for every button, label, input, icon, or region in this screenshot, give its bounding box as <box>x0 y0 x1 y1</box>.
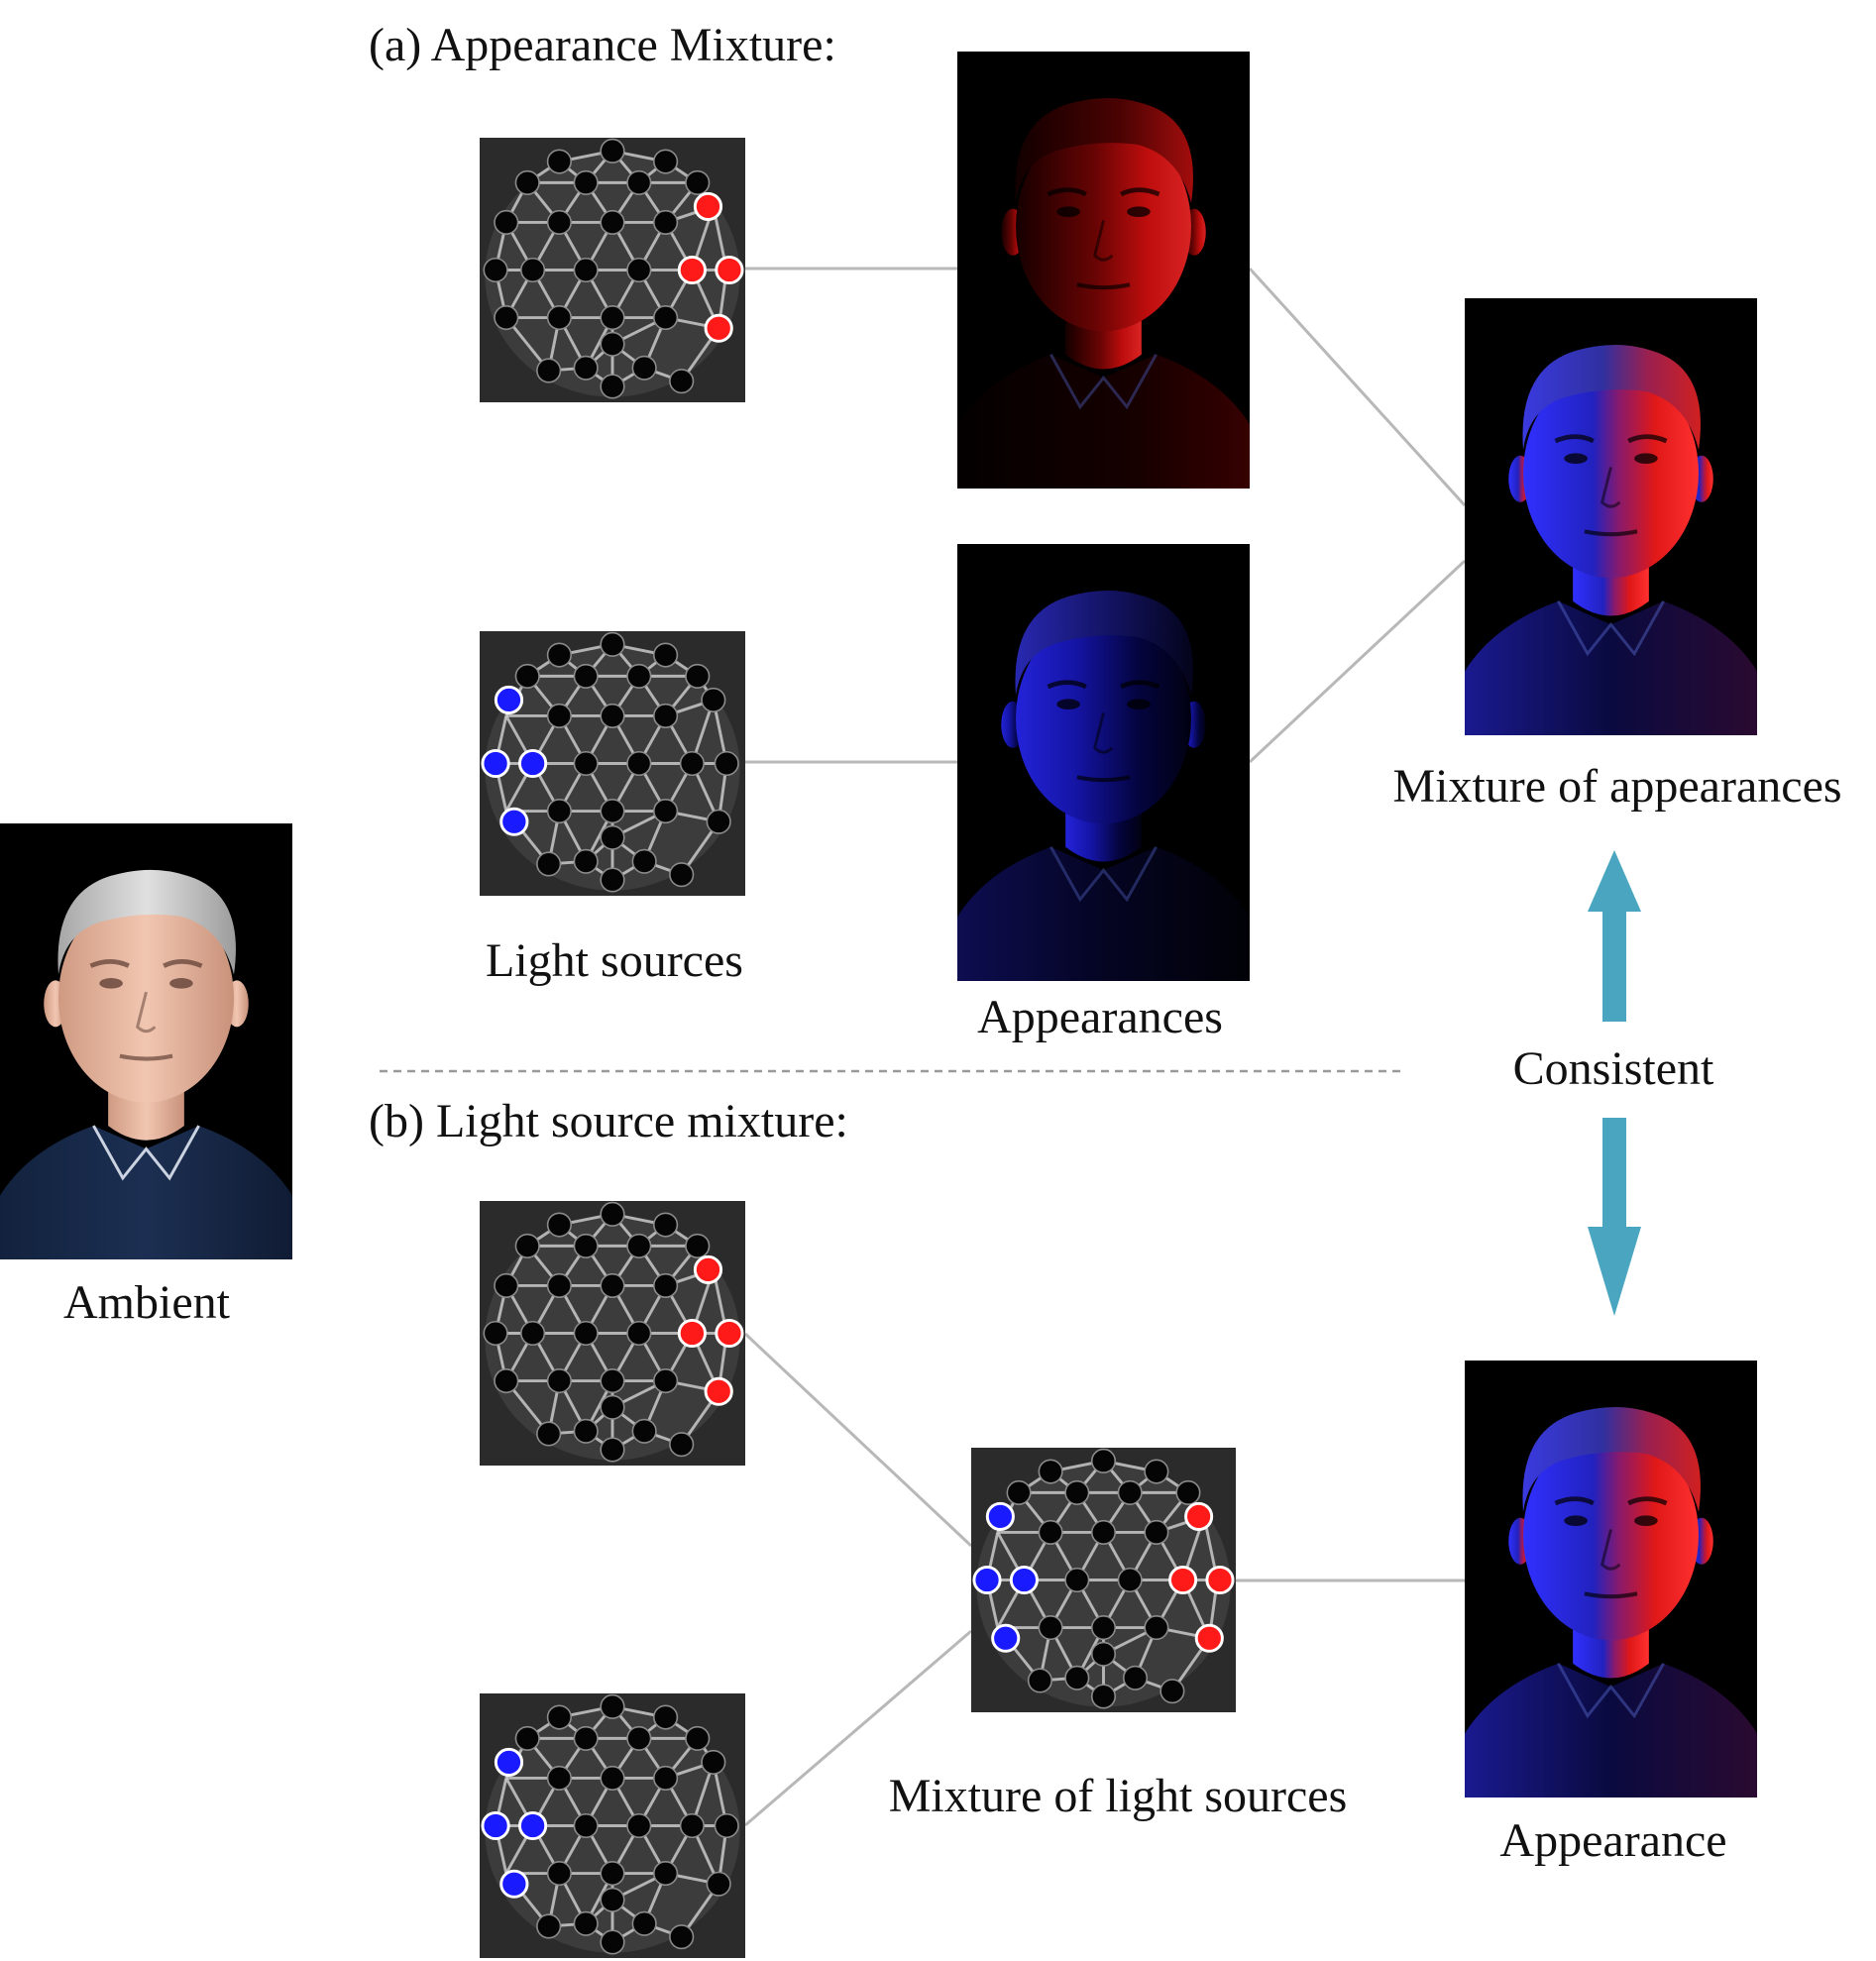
mixture-of-appearances-label: Mixture of appearances <box>1392 760 1842 813</box>
light-sources-label: Light sources <box>486 934 743 987</box>
appearance-red-portrait <box>957 52 1250 489</box>
connector-line <box>744 1629 972 1827</box>
light-stage-red-right <box>480 1201 745 1466</box>
light-stage-mixture <box>971 1448 1236 1712</box>
mixture-of-light-sources-label: Mixture of light sources <box>888 1770 1348 1822</box>
up-arrow-icon <box>1588 850 1641 1022</box>
section-a-title: (a) Appearance Mixture: <box>369 19 836 71</box>
ambient-portrait <box>0 823 292 1259</box>
connector-line <box>1248 267 1467 507</box>
appearance-blue-portrait <box>957 544 1250 981</box>
light-stage-blue-left <box>480 631 745 896</box>
connector-line <box>743 1332 973 1548</box>
consistent-label: Consistent <box>1512 1042 1714 1095</box>
light-stage-red-right <box>480 138 745 402</box>
ambient-label: Ambient <box>63 1276 230 1329</box>
section-b-title: (b) Light source mixture: <box>369 1095 848 1147</box>
connector-line <box>1248 559 1467 764</box>
mixture-of-appearances-portrait <box>1465 298 1757 735</box>
appearance-label: Appearance <box>1499 1814 1727 1867</box>
light-stage-blue-left <box>480 1693 745 1958</box>
appearance-portrait <box>1465 1361 1757 1798</box>
down-arrow-icon <box>1588 1118 1641 1316</box>
appearances-label: Appearances <box>977 991 1223 1043</box>
